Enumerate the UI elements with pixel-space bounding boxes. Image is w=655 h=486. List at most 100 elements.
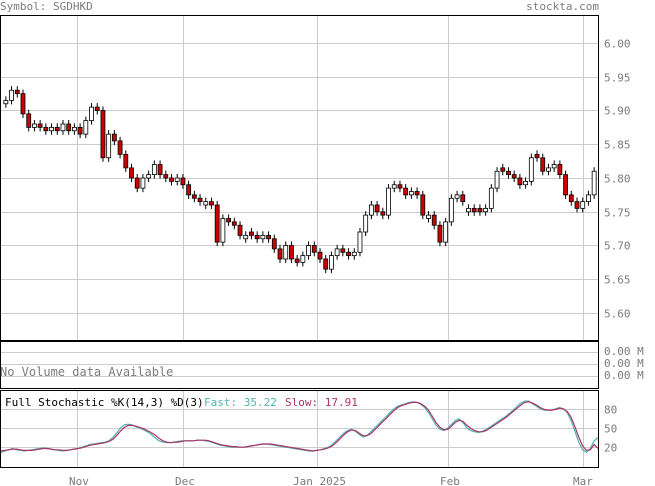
candle-body (317, 251, 323, 260)
candle-body (43, 126, 49, 132)
candle (32, 119, 37, 132)
candle-body (580, 201, 586, 209)
candle-body (437, 224, 443, 243)
candle-body (37, 123, 43, 128)
candle (300, 251, 306, 267)
candle (289, 241, 294, 264)
candle (329, 251, 334, 274)
candle-body (197, 197, 203, 203)
candle-body (391, 184, 397, 189)
candle (488, 184, 494, 213)
candle (83, 116, 89, 139)
candle (237, 221, 243, 240)
candle-body (483, 207, 489, 213)
candle (563, 170, 568, 199)
candle-body (329, 255, 334, 270)
candle-body (528, 157, 534, 182)
x-axis: Nov Dec Jan 2025 Feb Mar (69, 475, 593, 486)
candle (271, 234, 277, 253)
candle (523, 177, 529, 189)
candle-body (231, 221, 237, 226)
candle (477, 204, 483, 216)
candle-body (9, 89, 14, 101)
candle (323, 254, 329, 274)
candle (317, 248, 323, 264)
candle-body (3, 99, 9, 105)
price-y-tick: 5.90 (604, 105, 631, 118)
candle-body (380, 211, 386, 216)
candle (66, 119, 72, 135)
candle-body (506, 170, 511, 176)
candle-body (454, 194, 460, 199)
candle-body (351, 251, 357, 257)
candle (511, 170, 517, 183)
candle (437, 221, 443, 247)
candle (528, 153, 534, 186)
price-y-tick: 5.65 (604, 274, 631, 287)
volume-message: No Volume data Available (0, 365, 174, 379)
candle-body (32, 123, 37, 128)
candle-body (271, 238, 277, 250)
stochastic-y-tick: 80 (604, 404, 617, 417)
candle-body (54, 126, 60, 132)
candle (346, 248, 351, 260)
candle-body (94, 106, 100, 111)
candle-body (77, 126, 83, 135)
candle-body (237, 224, 243, 236)
candle-body (460, 194, 466, 203)
candle (191, 190, 197, 203)
candle-body (180, 177, 186, 186)
candle-body (129, 167, 134, 179)
candle (151, 160, 157, 179)
candle-body (311, 245, 317, 253)
candle (386, 184, 391, 220)
brand-label[interactable]: stockta.com (526, 0, 599, 13)
candle (146, 170, 152, 183)
price-y-tick: 5.85 (604, 139, 631, 152)
candle (209, 197, 214, 210)
candle-body (300, 255, 306, 263)
candle-body (340, 248, 346, 253)
candle (466, 204, 471, 216)
candle-body (151, 164, 157, 176)
candle (391, 180, 397, 193)
candle-body (306, 245, 311, 257)
price-y-tick: 5.95 (604, 72, 631, 85)
candle (254, 231, 260, 243)
candle (357, 227, 363, 257)
candle-body (106, 133, 112, 159)
candle-body (357, 231, 363, 253)
candle (174, 173, 180, 186)
candle (54, 123, 60, 135)
candle (129, 163, 134, 183)
candle (591, 167, 597, 199)
candle (494, 167, 500, 193)
candle (448, 194, 454, 226)
candle (420, 190, 426, 220)
candle-body (14, 89, 20, 95)
candle (380, 207, 386, 220)
price-y-tick: 5.80 (604, 173, 631, 186)
candle (77, 123, 83, 139)
candle (460, 190, 466, 206)
candle (134, 173, 140, 193)
candle-body (374, 204, 380, 213)
candle-body (500, 167, 506, 172)
candle-body (26, 113, 32, 128)
candle (397, 180, 403, 193)
stochastic-y-tick: 20 (604, 442, 617, 455)
candle-body (289, 245, 294, 260)
candle (500, 163, 506, 176)
candle (203, 197, 209, 210)
stochastic-grid (1, 391, 598, 467)
candle-body (368, 204, 374, 216)
candle (49, 123, 54, 135)
candle-body (363, 214, 369, 233)
candle (454, 190, 460, 203)
price-y-tick: 6.00 (604, 38, 631, 51)
candle-body (226, 218, 232, 223)
candle-body (448, 197, 454, 223)
candle (3, 96, 9, 108)
candle-body (214, 204, 220, 243)
candle (100, 106, 106, 162)
